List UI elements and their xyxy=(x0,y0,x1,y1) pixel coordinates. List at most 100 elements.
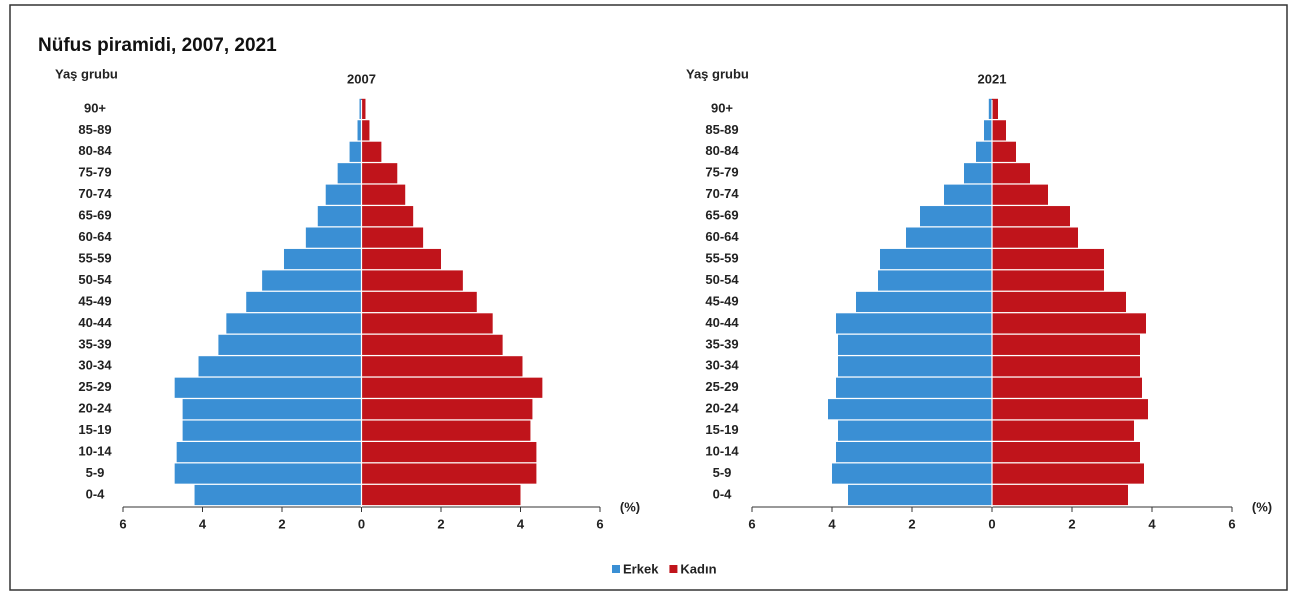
bar xyxy=(838,356,992,377)
y-axis-label: Yaş grubu xyxy=(55,66,118,81)
bar xyxy=(359,98,362,119)
bar xyxy=(361,184,406,205)
bar xyxy=(361,377,543,398)
bar xyxy=(988,98,992,119)
y-tick-label: 5-9 xyxy=(713,465,732,480)
y-tick-label: 85-89 xyxy=(78,122,111,137)
bar xyxy=(992,334,1140,355)
x-tick-label: 6 xyxy=(596,516,603,531)
y-tick-label: 20-24 xyxy=(705,401,739,416)
x-tick-label: 2 xyxy=(1068,516,1075,531)
y-tick-label: 0-4 xyxy=(713,486,733,501)
y-tick-label: 80-84 xyxy=(705,143,739,158)
y-tick-label: 0-4 xyxy=(86,486,106,501)
bar xyxy=(992,270,1104,291)
bar xyxy=(176,442,362,463)
bar xyxy=(878,270,992,291)
y-tick-label: 70-74 xyxy=(78,186,112,201)
bar xyxy=(361,399,533,420)
bar xyxy=(906,227,992,248)
bar xyxy=(361,98,366,119)
bar xyxy=(246,291,362,313)
bar xyxy=(182,399,362,420)
y-tick-label: 55-59 xyxy=(78,250,111,265)
y-tick-label: 10-14 xyxy=(78,444,112,459)
bar xyxy=(262,270,362,291)
y-tick-label: 85-89 xyxy=(705,122,738,137)
x-tick-label: 6 xyxy=(119,516,126,531)
x-tick-label: 2 xyxy=(437,516,444,531)
bar xyxy=(992,313,1146,334)
bar xyxy=(194,484,362,506)
bar xyxy=(992,98,998,119)
x-tick-label: 0 xyxy=(358,516,365,531)
bar xyxy=(992,291,1126,313)
y-tick-label: 65-69 xyxy=(78,208,111,223)
bar xyxy=(992,399,1148,420)
chart-title: 2007 xyxy=(347,71,376,86)
y-tick-label: 75-79 xyxy=(705,165,738,180)
y-tick-label: 20-24 xyxy=(78,401,112,416)
y-tick-label: 15-19 xyxy=(705,422,738,437)
bar xyxy=(992,227,1078,248)
bar xyxy=(361,163,398,184)
legend-label: Kadın xyxy=(680,561,716,576)
y-tick-label: 5-9 xyxy=(86,465,105,480)
bar xyxy=(361,484,521,506)
y-tick-label: 60-64 xyxy=(78,229,112,244)
y-tick-label: 15-19 xyxy=(78,422,111,437)
x-axis-label: (%) xyxy=(1252,499,1272,514)
y-tick-label: 70-74 xyxy=(705,186,739,201)
y-tick-label: 30-34 xyxy=(78,358,112,373)
x-tick-label: 2 xyxy=(278,516,285,531)
bar xyxy=(174,463,362,484)
y-tick-label: 25-29 xyxy=(78,379,111,394)
bar xyxy=(838,334,992,355)
bar xyxy=(838,420,992,441)
bar xyxy=(992,120,1006,141)
bar xyxy=(361,206,414,227)
y-tick-label: 60-64 xyxy=(705,229,739,244)
y-tick-label: 65-69 xyxy=(705,208,738,223)
y-tick-label: 35-39 xyxy=(705,336,738,351)
x-tick-label: 4 xyxy=(517,516,525,531)
bar xyxy=(361,248,441,270)
bar xyxy=(992,463,1144,484)
bar xyxy=(361,270,463,291)
bar xyxy=(174,377,362,398)
bar xyxy=(337,163,362,184)
y-tick-label: 50-54 xyxy=(705,272,739,287)
bar xyxy=(361,442,537,463)
legend-swatch xyxy=(669,565,678,573)
bar xyxy=(992,356,1140,377)
y-tick-label: 80-84 xyxy=(78,143,112,158)
bar xyxy=(976,141,992,162)
bar xyxy=(836,313,992,334)
y-tick-label: 90+ xyxy=(711,100,733,115)
x-tick-label: 6 xyxy=(1228,516,1235,531)
bar xyxy=(283,248,362,270)
chart-title: 2021 xyxy=(978,71,1007,86)
x-tick-label: 0 xyxy=(988,516,995,531)
y-tick-label: 75-79 xyxy=(78,165,111,180)
legend-label: Erkek xyxy=(623,561,659,576)
bar xyxy=(848,484,992,506)
bar xyxy=(992,163,1030,184)
bar xyxy=(984,120,992,141)
bar xyxy=(226,313,362,334)
y-tick-label: 40-44 xyxy=(78,315,112,330)
y-tick-label: 55-59 xyxy=(705,250,738,265)
x-tick-label: 6 xyxy=(748,516,755,531)
y-tick-label: 25-29 xyxy=(705,379,738,394)
bar xyxy=(992,141,1016,162)
y-tick-label: 40-44 xyxy=(705,315,739,330)
bar xyxy=(305,227,362,248)
bar xyxy=(880,248,992,270)
x-tick-label: 2 xyxy=(908,516,915,531)
bar xyxy=(361,313,493,334)
bar xyxy=(964,163,992,184)
bar xyxy=(836,442,992,463)
bar xyxy=(325,184,362,205)
bar xyxy=(944,184,992,205)
y-tick-label: 35-39 xyxy=(78,336,111,351)
